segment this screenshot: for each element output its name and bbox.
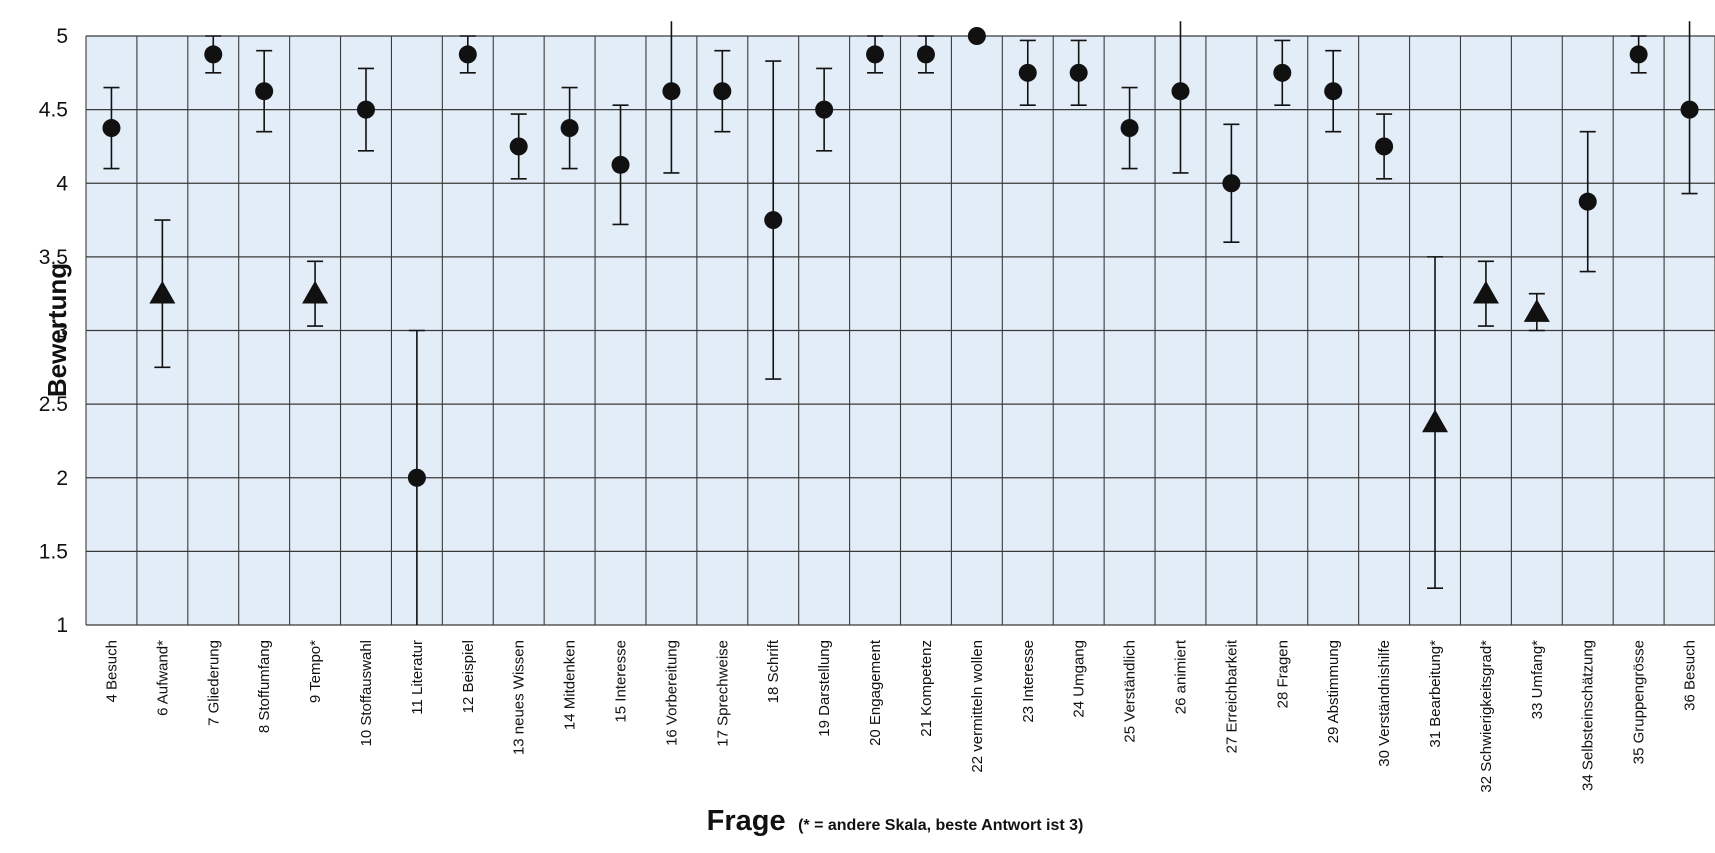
x-tick-labels: 4 Besuch 6 Aufwand* 7 Gliederung 8 Stoffumf… (103, 639, 1698, 792)
x-tick-label: 21 Kompetenz (918, 640, 935, 737)
x-tick-label: 25 Verständlich (1122, 640, 1139, 743)
data-point-circle (1324, 82, 1343, 101)
x-tick-label: 28 Fragen (1274, 640, 1291, 708)
x-tick-label: 32 Schwierigkeitsgrad* (1478, 640, 1495, 793)
data-point-circle (611, 155, 630, 174)
y-tick-labels: 1 1.5 2 2.5 3 3.5 4 4.5 5 (39, 25, 69, 637)
x-axis-note: (* = andere Skala, beste Antwort ist 3) (798, 817, 1083, 834)
data-point-circle (560, 119, 579, 138)
x-tick-label: 27 Erreichbarkeit (1223, 639, 1240, 753)
data-point-circle (764, 211, 783, 230)
x-tick-label: 33 Umfang* (1529, 640, 1546, 719)
x-axis-title: Frage (* = andere Skala, beste Antwort i… (707, 805, 1084, 837)
data-point-triangle (1472, 280, 1499, 304)
y-tick-label: 3.5 (39, 246, 68, 269)
x-tick-label: 10 Stoffauswahl (358, 640, 375, 746)
data-point-circle (1578, 192, 1597, 211)
x-tick-label: 8 Stoffumfang (256, 640, 273, 733)
data-point-circle (1018, 63, 1037, 82)
x-tick-label: 19 Darstellung (816, 640, 833, 737)
data-point-circle (662, 82, 681, 101)
y-tick-label: 3 (56, 320, 68, 343)
data-point-triangle (1523, 299, 1550, 322)
data-point-triangle (149, 280, 176, 304)
data-point-circle (1120, 119, 1139, 138)
data-markers (102, 27, 1699, 487)
x-tick-label: 6 Aufwand* (154, 640, 171, 716)
data-point-circle (967, 27, 986, 45)
x-tick-label: 18 Schrift (765, 639, 782, 703)
x-tick-label: 34 Selbsteinschätzung (1580, 640, 1597, 791)
data-point-circle (509, 137, 528, 156)
x-tick-label: 36 Besuch (1682, 640, 1699, 711)
data-point-circle (356, 100, 375, 119)
data-point-circle (204, 45, 223, 64)
y-tick-label: 4 (56, 172, 68, 195)
y-tick-label: 1 (56, 614, 68, 637)
data-point-circle (1629, 45, 1648, 64)
x-tick-label: 30 Verständnishilfe (1376, 640, 1393, 767)
x-tick-label: 11 Literatur (409, 640, 426, 715)
data-point-triangle (302, 280, 329, 304)
data-point-circle (713, 82, 732, 101)
error-bars (103, 21, 1698, 625)
x-axis-label: Frage (707, 805, 786, 837)
data-point-circle (1375, 137, 1394, 156)
y-tick-label: 5 (56, 25, 68, 48)
data-point-circle (1680, 100, 1699, 119)
x-tick-label: 31 Bearbeitung* (1427, 640, 1444, 748)
data-point-circle (1222, 174, 1241, 193)
x-tick-label: 23 Interesse (1020, 640, 1037, 723)
x-tick-label: 14 Mitdenken (562, 640, 579, 730)
data-point-circle (1273, 63, 1292, 82)
x-tick-label: 15 Interesse (613, 640, 630, 723)
y-tick-label: 2 (56, 467, 68, 490)
x-tick-label: 4 Besuch (103, 640, 120, 703)
x-tick-label: 16 Vorbereitung (663, 640, 680, 746)
y-tick-label: 2.5 (39, 393, 68, 416)
y-tick-label: 4.5 (39, 99, 68, 122)
data-point-circle (866, 45, 885, 64)
data-point-circle (815, 100, 834, 119)
data-point-circle (255, 82, 274, 101)
x-tick-label: 29 Abstimmung (1325, 640, 1342, 743)
x-tick-label: 9 Tempo* (307, 640, 324, 703)
x-tick-label: 20 Engagement (867, 639, 884, 746)
x-tick-label: 7 Gliederung (205, 640, 222, 726)
x-tick-label: 35 Gruppengrösse (1631, 640, 1648, 764)
x-tick-label: 24 Umgang (1071, 640, 1088, 718)
data-point-circle (102, 119, 121, 138)
x-tick-label: 13 neues Wissen (511, 640, 528, 755)
x-tick-label: 26 animiert (1172, 639, 1189, 714)
x-tick-label: 12 Beispiel (460, 640, 477, 713)
data-point-circle (458, 45, 477, 64)
x-tick-label: 17 Sprechweise (714, 640, 731, 747)
x-tick-label: 22 vermitteln wollen (969, 640, 986, 773)
data-point-circle (916, 45, 935, 64)
y-axis-label: Bewertung (42, 263, 72, 397)
data-point-circle (1171, 82, 1190, 101)
data-point-circle (407, 468, 426, 487)
data-point-circle (1069, 63, 1088, 82)
y-tick-label: 1.5 (39, 540, 68, 563)
data-point-triangle (1422, 409, 1449, 433)
